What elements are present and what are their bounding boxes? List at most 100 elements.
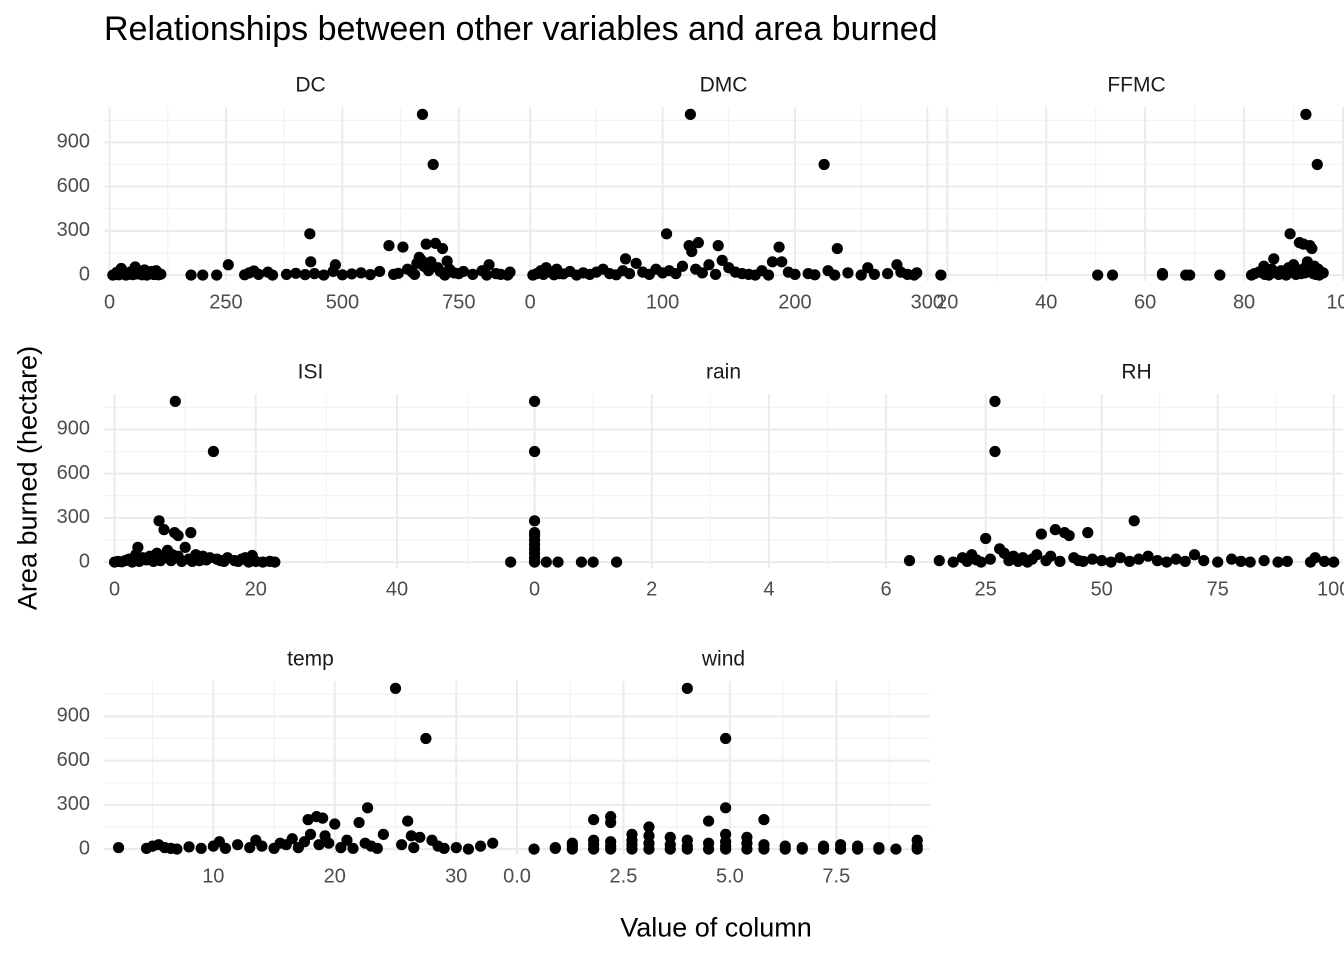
data-point	[1092, 269, 1104, 281]
data-point	[462, 843, 475, 855]
y-tick-label: 0	[79, 550, 90, 572]
data-point	[1096, 555, 1108, 567]
data-point	[1123, 555, 1136, 567]
x-tick-label: 0	[104, 291, 115, 313]
data-point	[626, 828, 638, 840]
data-point	[1045, 550, 1057, 562]
data-point	[396, 839, 408, 851]
data-point	[789, 268, 801, 280]
x-tick-label: 20	[245, 578, 267, 600]
data-point	[1268, 253, 1280, 265]
x-tick-label: 60	[1134, 291, 1156, 313]
data-point	[420, 238, 432, 250]
data-point	[842, 267, 854, 279]
data-point	[1188, 549, 1201, 561]
data-point	[623, 268, 636, 280]
data-point	[829, 269, 841, 281]
data-point	[450, 842, 462, 854]
x-tick-label: 250	[209, 291, 242, 313]
data-point	[290, 267, 302, 279]
data-point	[318, 269, 330, 281]
data-point	[681, 682, 693, 694]
data-point	[197, 269, 209, 281]
data-point	[302, 814, 314, 826]
data-point	[397, 241, 409, 253]
data-point	[681, 834, 693, 846]
data-point	[185, 269, 197, 281]
facet-panel-dc: DC 0 300 600 900 0 250 500 750	[57, 74, 517, 313]
data-point	[169, 395, 181, 407]
data-point	[474, 840, 487, 852]
y-tick-label: 300	[57, 793, 90, 815]
data-point	[436, 242, 449, 255]
data-point	[1063, 529, 1075, 542]
data-point	[1133, 553, 1145, 565]
y-tick-label: 900	[57, 418, 90, 440]
data-point	[831, 242, 843, 255]
y-tick-label: 0	[79, 263, 90, 285]
data-point	[374, 265, 386, 278]
data-point	[1317, 267, 1329, 279]
data-point	[1105, 556, 1117, 568]
data-point	[709, 268, 722, 280]
data-point	[1226, 553, 1238, 565]
facet-panel-rh: RH 25 50 75 100	[930, 361, 1344, 600]
data-point	[1214, 269, 1226, 281]
facet-panel-ffmc: FFMC 20 40 60 80 100	[930, 74, 1344, 313]
data-point	[392, 267, 404, 279]
data-point	[911, 267, 923, 279]
data-point	[540, 556, 552, 568]
data-point	[1151, 555, 1163, 567]
data-point	[132, 541, 144, 553]
data-point	[207, 445, 220, 458]
data-point	[984, 553, 996, 565]
data-point	[1049, 524, 1061, 536]
data-point	[762, 269, 775, 281]
data-point	[587, 556, 599, 568]
data-point	[703, 259, 715, 271]
data-point	[903, 555, 916, 567]
y-tick-label: 600	[57, 175, 90, 197]
data-point	[335, 842, 347, 854]
data-point	[299, 269, 311, 281]
x-tick-label: 5.0	[716, 865, 744, 887]
facet-strip-label: wind	[701, 648, 745, 671]
data-point	[402, 815, 414, 827]
data-point	[716, 254, 728, 266]
data-point	[308, 268, 321, 280]
data-point	[818, 158, 830, 171]
data-point	[1328, 556, 1340, 568]
data-point	[720, 732, 732, 745]
chart-title: Relationships between other variables an…	[104, 10, 938, 48]
data-point	[483, 259, 495, 271]
data-point	[643, 830, 655, 842]
data-point	[1235, 555, 1247, 567]
data-point	[244, 842, 256, 854]
y-tick-label: 0	[79, 837, 90, 859]
data-point	[605, 811, 617, 823]
data-point	[266, 269, 279, 281]
data-point	[720, 802, 732, 814]
y-tick-label: 300	[57, 506, 90, 528]
x-tick-label: 75	[1207, 578, 1229, 600]
x-tick-label: 7.5	[822, 865, 850, 887]
data-point	[588, 834, 600, 846]
data-point	[305, 256, 317, 268]
data-point	[504, 266, 516, 278]
data-point	[692, 237, 704, 249]
data-point	[741, 831, 753, 843]
data-point	[427, 158, 439, 171]
data-point	[605, 836, 617, 848]
data-point	[183, 841, 195, 853]
facet-strip-label: rain	[706, 361, 741, 384]
x-tick-label: 100	[1317, 578, 1344, 600]
data-point	[566, 837, 578, 849]
data-point	[323, 837, 335, 849]
data-point	[341, 834, 353, 846]
data-point	[758, 814, 770, 826]
x-axis-label: Value of column	[620, 912, 812, 943]
x-tick-label: 6	[881, 578, 892, 600]
x-tick-label: 40	[386, 578, 408, 600]
data-point	[1054, 555, 1066, 567]
data-point	[684, 108, 697, 120]
